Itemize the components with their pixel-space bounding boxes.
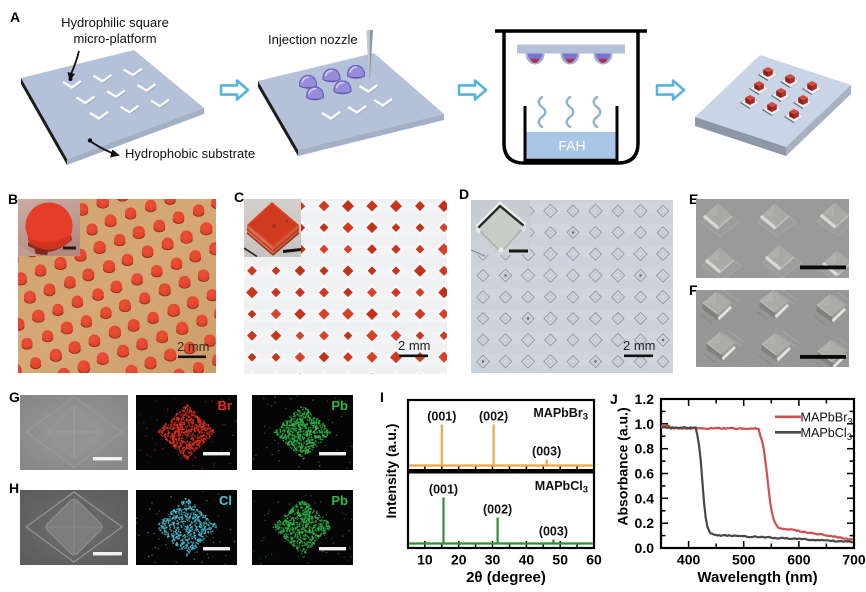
svg-text:Absorbance (a.u.): Absorbance (a.u.) — [615, 407, 631, 525]
svg-text:micro-platform: micro-platform — [73, 31, 156, 46]
svg-text:2 mm: 2 mm — [398, 338, 431, 353]
svg-text:MAPbBr3: MAPbBr3 — [533, 406, 588, 423]
svg-text:0.0: 0.0 — [635, 540, 655, 556]
svg-text:Br: Br — [218, 398, 232, 413]
svg-text:Injection nozzle: Injection nozzle — [268, 32, 358, 47]
svg-text:MAPbCl3: MAPbCl3 — [535, 479, 588, 496]
svg-text:Cl: Cl — [219, 493, 232, 508]
svg-text:(003): (003) — [532, 445, 561, 459]
svg-text:10: 10 — [417, 552, 433, 568]
svg-text:MAPbCl3: MAPbCl3 — [801, 426, 852, 443]
svg-text:0.6: 0.6 — [635, 466, 655, 482]
svg-text:Wavelength (nm): Wavelength (nm) — [697, 569, 817, 586]
svg-text:Hydrophilic square: Hydrophilic square — [61, 15, 169, 30]
svg-text:(003): (003) — [539, 525, 568, 539]
svg-text:0.4: 0.4 — [635, 490, 655, 506]
svg-text:600: 600 — [787, 552, 811, 568]
svg-text:700: 700 — [842, 552, 866, 568]
svg-text:50: 50 — [552, 552, 568, 568]
svg-text:(002): (002) — [483, 503, 512, 517]
svg-text:30: 30 — [485, 552, 501, 568]
svg-text:(002): (002) — [479, 410, 508, 424]
svg-text:0.8: 0.8 — [635, 441, 655, 457]
svg-text:2θ (degree): 2θ (degree) — [466, 569, 546, 586]
svg-text:1.0: 1.0 — [635, 416, 655, 432]
svg-text:MAPbBr3: MAPbBr3 — [801, 411, 853, 428]
svg-text:Hydrophobic substrate: Hydrophobic substrate — [125, 146, 255, 161]
svg-text:Intensity (a.u.): Intensity (a.u.) — [383, 424, 399, 519]
svg-text:60: 60 — [586, 552, 602, 568]
svg-text:1.2: 1.2 — [635, 391, 655, 407]
svg-text:40: 40 — [519, 552, 535, 568]
svg-text:Pb: Pb — [331, 493, 348, 508]
svg-text:2 mm: 2 mm — [623, 338, 656, 353]
svg-text:0.2: 0.2 — [635, 515, 655, 531]
svg-text:(001): (001) — [427, 410, 456, 424]
svg-text:Pb: Pb — [331, 398, 348, 413]
svg-text:20: 20 — [451, 552, 467, 568]
svg-text:400: 400 — [677, 552, 701, 568]
svg-text:2 mm: 2 mm — [177, 339, 210, 354]
svg-text:500: 500 — [732, 552, 756, 568]
svg-text:(001): (001) — [429, 483, 458, 497]
svg-text:FAH: FAH — [558, 138, 585, 154]
